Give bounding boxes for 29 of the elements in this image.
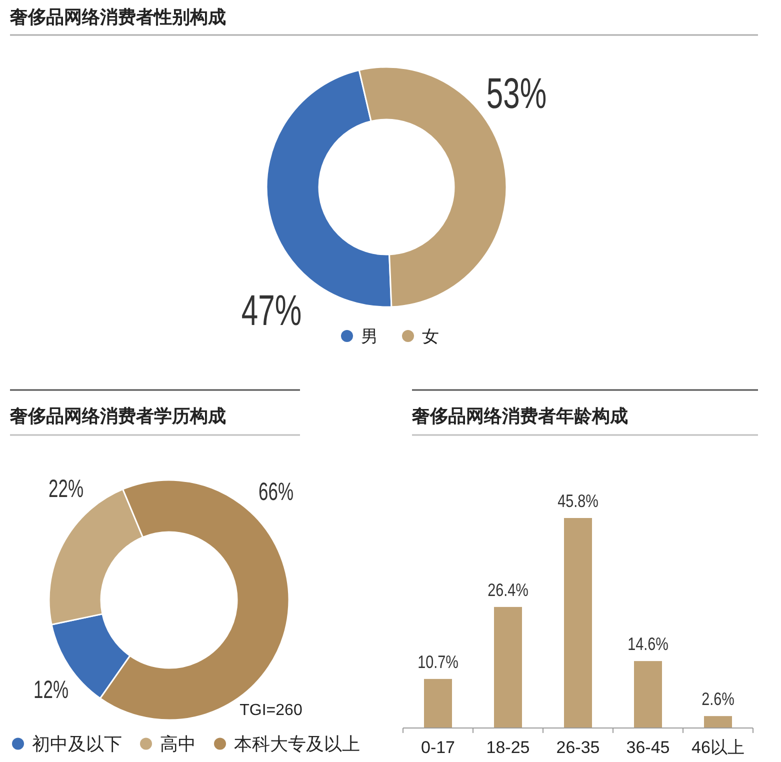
legend-label: 男 [361, 327, 378, 346]
data-label: 10.7% [418, 652, 458, 672]
chart-title: 奢侈品网络消费者年龄构成 [411, 406, 628, 426]
legend-label: 本科大专及以上 [234, 734, 360, 754]
bar [564, 518, 592, 728]
legend-label: 高中 [160, 734, 196, 754]
data-label: 53% [486, 68, 547, 118]
text: TGI=260 [240, 702, 302, 719]
bar [634, 661, 662, 728]
data-label: 26.4% [488, 580, 528, 600]
legend-label: 女 [422, 327, 439, 346]
data-label: 22% [48, 474, 84, 503]
data-label: 12% [33, 674, 69, 704]
bar [704, 716, 732, 728]
chart-title: 奢侈品网络消费者学历构成 [9, 406, 226, 426]
bar [424, 678, 452, 728]
chart-title: 奢侈品网络消费者性别构成 [9, 7, 226, 27]
data-label: 66% [258, 476, 294, 506]
x-tick-label: 0-17 [420, 738, 456, 757]
x-tick-label: 46以上 [692, 738, 744, 757]
x-tick-label: 18-25 [486, 738, 530, 757]
x-tick-label: 36-45 [626, 738, 670, 757]
x-tick-label: 26-35 [556, 738, 600, 757]
data-label: 47% [241, 286, 302, 334]
data-label: 2.6% [702, 690, 734, 710]
bar [494, 606, 522, 728]
legend-label: 初中及以下 [32, 734, 122, 754]
data-label: 14.6% [628, 634, 668, 654]
data-label: 45.8% [558, 492, 598, 512]
